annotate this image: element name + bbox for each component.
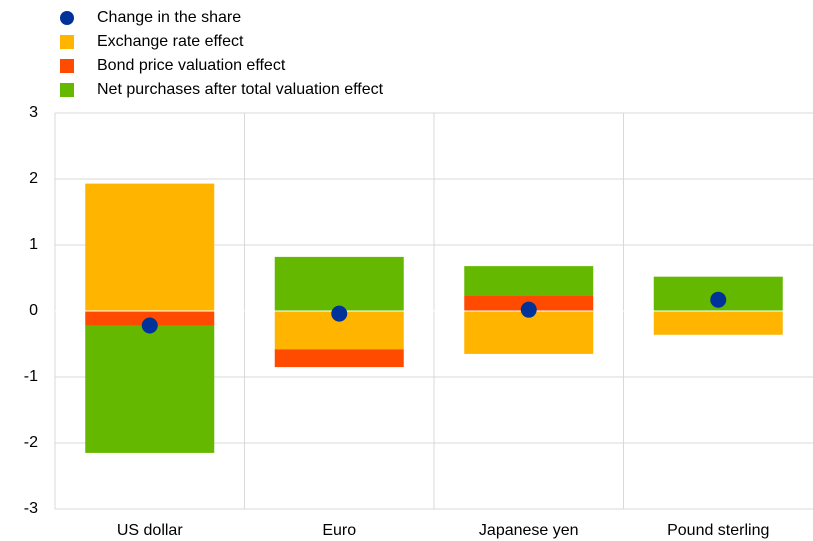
bar-segment xyxy=(653,311,783,335)
legend-label: Net purchases after total valuation effe… xyxy=(97,81,384,98)
x-tick-label: Japanese yen xyxy=(479,522,579,539)
bar-segment xyxy=(85,325,215,453)
legend-marker xyxy=(60,59,74,73)
bar-segment xyxy=(464,266,594,296)
legend-marker xyxy=(60,35,74,49)
legend-marker xyxy=(60,11,74,25)
dot xyxy=(331,305,348,322)
y-tick-label: 0 xyxy=(29,302,38,319)
legend-marker xyxy=(60,83,74,97)
dot xyxy=(520,301,537,318)
x-tick-label: US dollar xyxy=(117,522,183,539)
legend-label: Exchange rate effect xyxy=(97,33,244,50)
y-tick-label: -2 xyxy=(24,434,38,451)
y-tick-label: 2 xyxy=(29,170,38,187)
y-tick-label: -3 xyxy=(24,500,38,517)
bar-segment xyxy=(85,183,215,311)
dot xyxy=(710,291,727,308)
legend-label: Bond price valuation effect xyxy=(97,57,286,74)
bar-segment xyxy=(464,311,594,354)
bar-segment xyxy=(274,256,404,311)
dot xyxy=(141,317,158,334)
y-tick-label: 3 xyxy=(29,104,38,121)
x-tick-label: Pound sterling xyxy=(667,522,769,539)
legend-label: Change in the share xyxy=(97,9,241,26)
bar-segment xyxy=(274,349,404,368)
y-tick-label: -1 xyxy=(24,368,38,385)
y-tick-label: 1 xyxy=(29,236,38,253)
x-tick-label: Euro xyxy=(322,522,356,539)
